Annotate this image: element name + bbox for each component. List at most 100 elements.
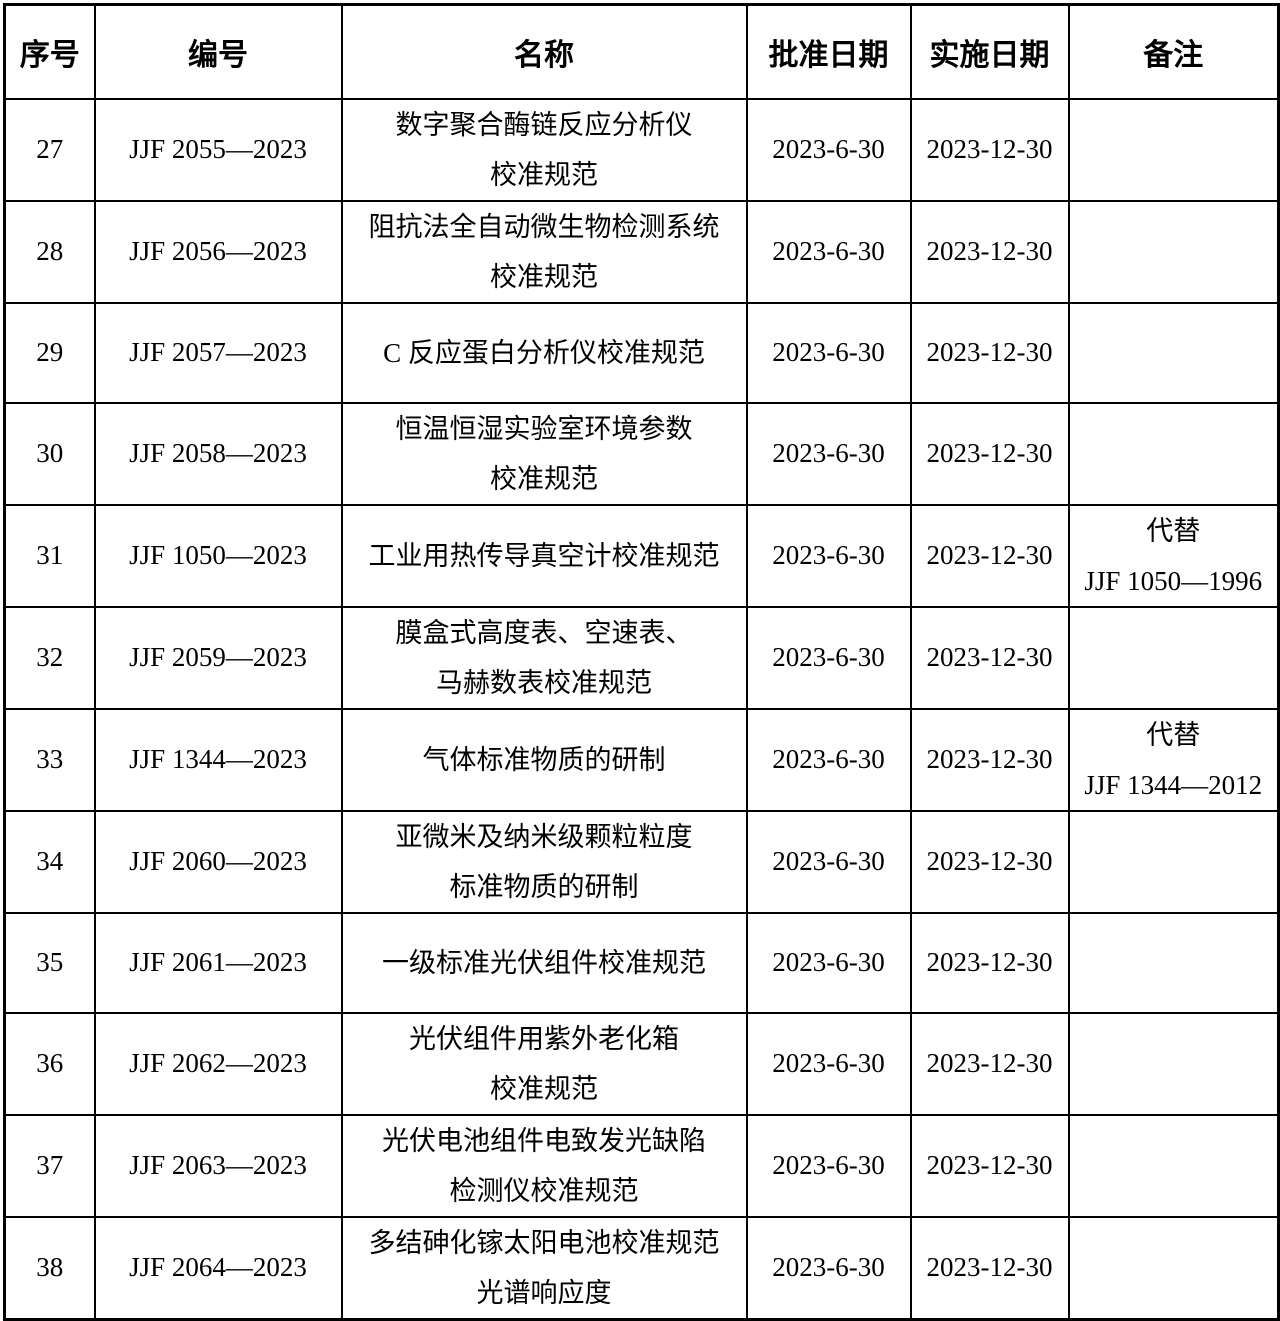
cell-code: JJF 1050—2023 [93, 503, 343, 608]
cell-remark [1067, 199, 1280, 304]
name-line: 光伏组件用紫外老化箱 [409, 1023, 679, 1054]
header-cell-code: 编号 [93, 3, 343, 100]
cell-remark [1067, 301, 1280, 404]
cell-name: 恒温恒湿实验室环境参数 校准规范 [340, 401, 748, 506]
cell-code: JJF 2055—2023 [93, 97, 343, 202]
cell-code: JJF 2059—2023 [93, 605, 343, 710]
remark-line: 代替 [1146, 515, 1201, 546]
cell-implementation-date: 2023-12-30 [909, 707, 1070, 812]
cell-index: 33 [3, 707, 96, 812]
cell-code: JJF 2061—2023 [93, 911, 343, 1014]
cell-implementation-date: 2023-12-30 [909, 1215, 1070, 1320]
cell-name: 阻抗法全自动微生物检测系统 校准规范 [340, 199, 748, 304]
cell-remark [1067, 605, 1280, 710]
table-row: 37 JJF 2063—2023 光伏电池组件电致发光缺陷 检测仪校准规范 202… [3, 1113, 1280, 1218]
cell-name: 一级标准光伏组件校准规范 [340, 911, 748, 1014]
cell-approval-date: 2023-6-30 [745, 605, 912, 710]
cell-code: JJF 2060—2023 [93, 809, 343, 914]
cell-approval-date: 2023-6-30 [745, 707, 912, 812]
table-row: 34 JJF 2060—2023 亚微米及纳米级颗粒粒度 标准物质的研制 2023… [3, 809, 1280, 914]
cell-name: 光伏电池组件电致发光缺陷 检测仪校准规范 [340, 1113, 748, 1218]
cell-code: JJF 2056—2023 [93, 199, 343, 304]
name-line: 一级标准光伏组件校准规范 [382, 947, 706, 978]
cell-name: 膜盒式高度表、空速表、 马赫数表校准规范 [340, 605, 748, 710]
name-line: 校准规范 [490, 159, 598, 190]
header-cell-approval-date: 批准日期 [745, 3, 912, 100]
cell-implementation-date: 2023-12-30 [909, 809, 1070, 914]
table-header: 序号 编号 名称 批准日期 实施日期 备注 [3, 3, 1280, 100]
cell-approval-date: 2023-6-30 [745, 1215, 912, 1320]
name-line: 光谱响应度 [476, 1277, 612, 1308]
table-row: 36 JJF 2062—2023 光伏组件用紫外老化箱 校准规范 2023-6-3… [3, 1011, 1280, 1116]
cell-remark: 代替 JJF 1050—1996 [1067, 503, 1280, 608]
cell-name: 气体标准物质的研制 [340, 707, 748, 812]
cell-remark: 代替 JJF 1344—2012 [1067, 707, 1280, 812]
name-line: 数字聚合酶链反应分析仪 [395, 109, 693, 140]
table-body: 27 JJF 2055—2023 数字聚合酶链反应分析仪 校准规范 2023-6-… [3, 97, 1280, 1320]
cell-implementation-date: 2023-12-30 [909, 1113, 1070, 1218]
table-row: 35 JJF 2061—2023 一级标准光伏组件校准规范 2023-6-30 … [3, 911, 1280, 1014]
cell-remark [1067, 1113, 1280, 1218]
header-cell-remark: 备注 [1067, 3, 1280, 100]
cell-index: 31 [3, 503, 96, 608]
remark-line: 代替 [1146, 719, 1201, 750]
remark-line: JJF 1050—1996 [1084, 565, 1263, 596]
cell-index: 30 [3, 401, 96, 506]
table-row: 29 JJF 2057—2023 C 反应蛋白分析仪校准规范 2023-6-30… [3, 301, 1280, 404]
name-line: 多结砷化镓太阳电池校准规范 [368, 1227, 720, 1258]
name-line: 工业用热传导真空计校准规范 [368, 540, 720, 571]
cell-name: 亚微米及纳米级颗粒粒度 标准物质的研制 [340, 809, 748, 914]
cell-remark [1067, 97, 1280, 202]
table-row: 30 JJF 2058—2023 恒温恒湿实验室环境参数 校准规范 2023-6-… [3, 401, 1280, 506]
name-line: 校准规范 [490, 1073, 598, 1104]
table-row: 28 JJF 2056—2023 阻抗法全自动微生物检测系统 校准规范 2023-… [3, 199, 1280, 304]
name-line: 检测仪校准规范 [449, 1175, 639, 1206]
name-line: 气体标准物质的研制 [422, 744, 666, 775]
name-line: 亚微米及纳米级颗粒粒度 [395, 821, 693, 852]
cell-index: 32 [3, 605, 96, 710]
cell-remark [1067, 809, 1280, 914]
name-line: C 反应蛋白分析仪校准规范 [383, 337, 705, 368]
cell-remark [1067, 911, 1280, 1014]
cell-index: 35 [3, 911, 96, 1014]
name-line: 标准物质的研制 [449, 871, 639, 902]
cell-implementation-date: 2023-12-30 [909, 401, 1070, 506]
cell-approval-date: 2023-6-30 [745, 1113, 912, 1218]
name-line: 阻抗法全自动微生物检测系统 [368, 211, 720, 242]
cell-name: 光伏组件用紫外老化箱 校准规范 [340, 1011, 748, 1116]
cell-code: JJF 2057—2023 [93, 301, 343, 404]
cell-implementation-date: 2023-12-30 [909, 503, 1070, 608]
cell-code: JJF 2058—2023 [93, 401, 343, 506]
cell-approval-date: 2023-6-30 [745, 301, 912, 404]
name-line: 恒温恒湿实验室环境参数 [395, 413, 693, 444]
header-cell-index: 序号 [3, 3, 96, 100]
table-row: 38 JJF 2064—2023 多结砷化镓太阳电池校准规范 光谱响应度 2023… [3, 1215, 1280, 1320]
table-row: 32 JJF 2059—2023 膜盒式高度表、空速表、 马赫数表校准规范 202… [3, 605, 1280, 710]
cell-remark [1067, 401, 1280, 506]
cell-approval-date: 2023-6-30 [745, 911, 912, 1014]
cell-implementation-date: 2023-12-30 [909, 97, 1070, 202]
name-line: 马赫数表校准规范 [436, 667, 652, 698]
header-row: 序号 编号 名称 批准日期 实施日期 备注 [3, 3, 1280, 100]
cell-name: C 反应蛋白分析仪校准规范 [340, 301, 748, 404]
cell-approval-date: 2023-6-30 [745, 809, 912, 914]
cell-code: JJF 2063—2023 [93, 1113, 343, 1218]
cell-index: 38 [3, 1215, 96, 1320]
cell-implementation-date: 2023-12-30 [909, 1011, 1070, 1116]
name-line: 膜盒式高度表、空速表、 [395, 617, 693, 648]
cell-code: JJF 2064—2023 [93, 1215, 343, 1320]
table-row: 31 JJF 1050—2023 工业用热传导真空计校准规范 2023-6-30… [3, 503, 1280, 608]
cell-remark [1067, 1215, 1280, 1320]
cell-approval-date: 2023-6-30 [745, 1011, 912, 1116]
cell-implementation-date: 2023-12-30 [909, 605, 1070, 710]
remark-line: JJF 1344—2012 [1084, 769, 1263, 800]
table-row: 33 JJF 1344—2023 气体标准物质的研制 2023-6-30 202… [3, 707, 1280, 812]
cell-index: 37 [3, 1113, 96, 1218]
cell-code: JJF 2062—2023 [93, 1011, 343, 1116]
header-cell-implementation-date: 实施日期 [909, 3, 1070, 100]
name-line: 校准规范 [490, 261, 598, 292]
header-cell-name: 名称 [340, 3, 748, 100]
cell-name: 多结砷化镓太阳电池校准规范 光谱响应度 [340, 1215, 748, 1320]
cell-implementation-date: 2023-12-30 [909, 911, 1070, 1014]
cell-index: 27 [3, 97, 96, 202]
